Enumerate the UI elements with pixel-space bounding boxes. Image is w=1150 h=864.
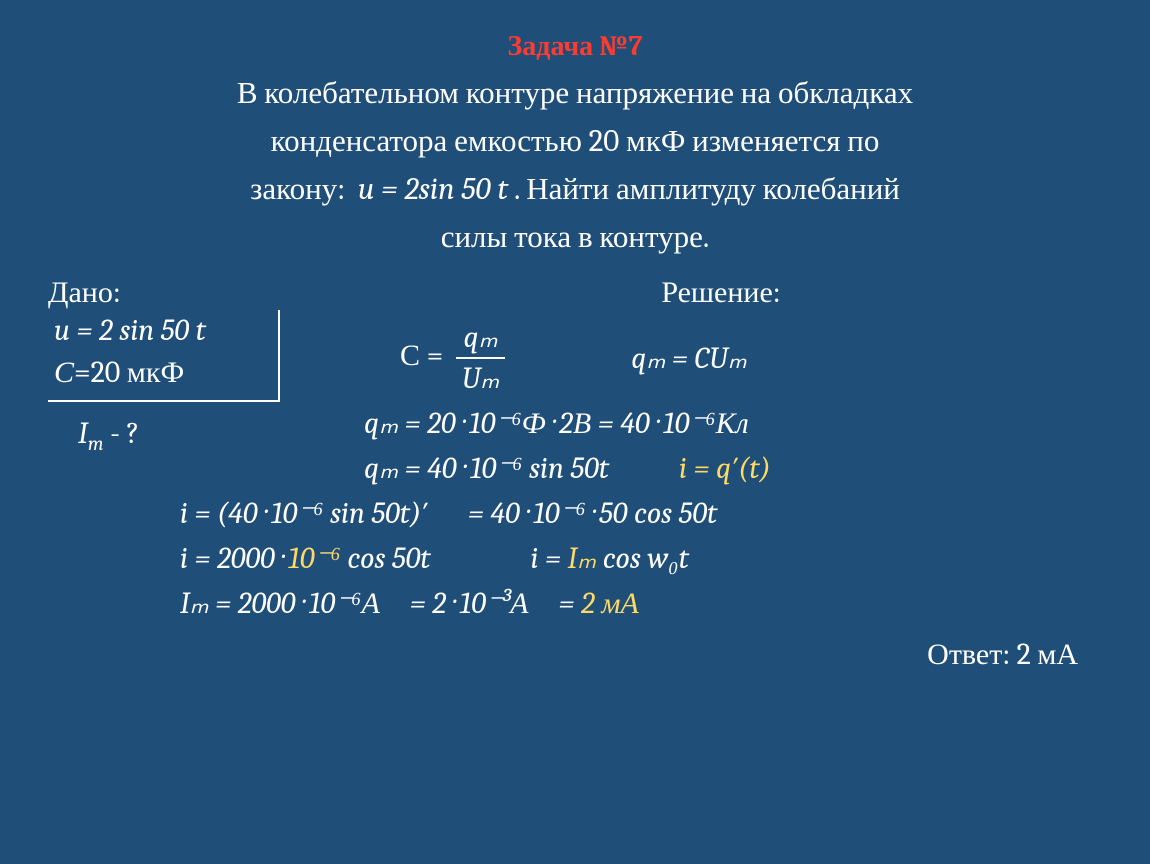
row5r-hl: Iₘ	[568, 541, 597, 576]
eq-c-pre: С =	[400, 338, 450, 373]
problem-line-2: конденсатора емкостью 20 мкФ изменяется …	[271, 123, 880, 159]
eq-qm-calc: qₘ = 20 · 10⁻⁶Ф · 2В = 40 · 10⁻⁶Кл	[364, 406, 749, 441]
row5l-hl: 10⁻⁶	[288, 541, 341, 576]
problem-line-3a: закону:	[250, 171, 345, 207]
eq-im-2ma: = 2 мА	[558, 586, 638, 621]
eq-qm-cum: qₘ = CUₘ	[631, 341, 746, 376]
answer-value: 2 мА	[1017, 637, 1078, 672]
row5r-post: cos w₀t	[596, 541, 689, 576]
eq-im-2000: Iₘ = 2000 · 10⁻⁶А	[180, 586, 380, 621]
given-find: Im - ?	[78, 416, 328, 455]
answer-label: Ответ:	[927, 637, 1016, 672]
problem-title: Задача №7	[48, 30, 1102, 63]
problem-law: u = 2sin 50 t	[352, 171, 514, 207]
solution-row-2: qₘ = 20 · 10⁻⁶Ф · 2В = 40 · 10⁻⁶Кл	[364, 406, 1102, 441]
problem-text: В колебательном контуре напряжение на об…	[48, 69, 1102, 261]
row5r-pre: i =	[531, 541, 568, 576]
eq-i-im: i = Iₘ cos w₀t	[531, 541, 689, 576]
eq-i-2000: i = 2000 · 10⁻⁶ cos 50t	[180, 541, 431, 576]
eq-qm-sin: qₘ = 40 · 10⁻⁶ sin 50t	[364, 451, 609, 486]
find-label: I	[78, 416, 88, 451]
problem-line-3b: . Найти амплитуду колебаний	[514, 171, 900, 207]
given-c-value: =20 мкФ	[74, 355, 184, 390]
given-box: u = 2 sin 50 t С=20 мкФ	[48, 310, 280, 402]
answer: Ответ: 2 мА	[48, 637, 1078, 672]
frac-num: qₘ	[456, 320, 505, 359]
eq-i-cos: = 40 · 10⁻⁶ · 50 cos 50t	[468, 496, 717, 531]
row5l-pre: i = 2000 ·	[180, 541, 288, 576]
find-tail: - ?	[104, 416, 140, 451]
eq-i-derive: i = (40 · 10⁻⁶ sin 50t)′	[180, 496, 428, 531]
solution-row-4: i = (40 · 10⁻⁶ sin 50t)′ = 40 · 10⁻⁶ · 5…	[180, 496, 1102, 531]
problem-line-4: силы тока в контуре.	[441, 219, 710, 255]
eq-i-qprime: i = q′(t)	[679, 451, 771, 486]
solution-row-6: Iₘ = 2000 · 10⁻⁶А = 2 · 10⁻³А = 2 мА	[180, 586, 1102, 621]
find-sub: m	[88, 432, 104, 455]
solution-heading: Решение:	[340, 275, 1102, 310]
fraction-qm-um: qₘ Uₘ	[456, 320, 505, 396]
row5l-post: cos 50t	[341, 541, 431, 576]
slide: Задача №7 В колебательном контуре напряж…	[0, 0, 1150, 864]
solution-row-5: i = 2000 · 10⁻⁶ cos 50t i = Iₘ cos w₀t	[180, 541, 1102, 576]
eq-im-2e3: = 2 · 10⁻³А	[410, 586, 529, 621]
solution-row-1: С = qₘ Uₘ qₘ = CUₘ	[400, 320, 1102, 396]
given-column: Дано: u = 2 sin 50 t С=20 мкФ Im - ?	[48, 275, 328, 631]
row6r-pre: =	[558, 586, 581, 621]
frac-den: Uₘ	[456, 359, 505, 396]
problem-line-1: В колебательном контуре напряжение на об…	[237, 75, 913, 111]
given-heading: Дано:	[48, 275, 328, 310]
given-c-label: С	[54, 355, 74, 390]
given-c: С=20 мкФ	[54, 352, 278, 394]
solution-column: Решение: С = qₘ Uₘ qₘ = CUₘ qₘ = 20 · 10…	[328, 275, 1102, 631]
work-area: Дано: u = 2 sin 50 t С=20 мкФ Im - ? Реш…	[48, 275, 1102, 631]
eq-c-frac: С = qₘ Uₘ	[400, 320, 511, 396]
solution-row-3: qₘ = 40 · 10⁻⁶ sin 50t i = q′(t)	[364, 451, 1102, 486]
row6r-hl: 2 мА	[581, 586, 639, 621]
given-u: u = 2 sin 50 t	[54, 310, 278, 352]
